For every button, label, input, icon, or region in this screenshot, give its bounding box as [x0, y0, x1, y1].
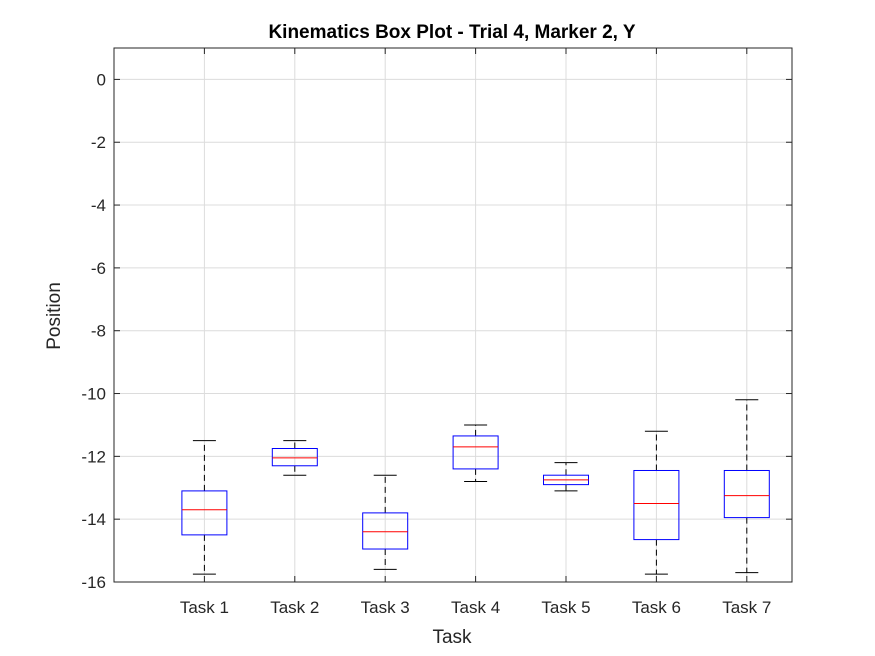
iqr-box [723, 469, 770, 519]
iqr-box [362, 512, 409, 550]
x-tick-label: Task 5 [541, 598, 590, 617]
plot-area-frame [113, 47, 793, 583]
y-tick-label: -2 [91, 133, 106, 152]
x-tick-label: Task 7 [722, 598, 771, 617]
y-tick-label: 0 [97, 70, 106, 89]
box-2 [271, 440, 318, 476]
x-tick-label: Task 4 [451, 598, 500, 617]
box-3 [362, 474, 409, 570]
iqr-box [181, 490, 228, 536]
axis-ticks: 0 -2 -4 -6 -8 -10 -12 -14 -16 Task 1 Task 2 Task 3 T… [81, 48, 792, 617]
box-1 [181, 440, 228, 575]
x-tick-label: Task 2 [270, 598, 319, 617]
iqr-box [452, 435, 499, 470]
box-6 [633, 430, 680, 575]
box-5 [543, 462, 589, 492]
y-tick-label: -16 [81, 573, 106, 592]
box-4 [452, 424, 499, 482]
y-tick-label: -10 [81, 385, 106, 404]
y-tick-label: -4 [91, 196, 106, 215]
x-tick-label: Task 3 [361, 598, 410, 617]
box-7 [723, 399, 770, 574]
y-tick-label: -14 [81, 510, 106, 529]
boxes [181, 399, 770, 575]
y-tick-label: -6 [91, 259, 106, 278]
iqr-box [271, 448, 318, 467]
y-tick-label: -8 [91, 322, 106, 341]
x-axis-label: Task [432, 627, 472, 648]
x-tick-label: Task 6 [632, 598, 681, 617]
chart-title: Kinematics Box Plot - Trial 4, Marker 2,… [268, 22, 635, 43]
y-axis-label: Position [44, 282, 65, 350]
grid [114, 48, 792, 583]
iqr-box [633, 469, 680, 541]
x-tick-label: Task 1 [180, 598, 229, 617]
y-tick-label: -12 [81, 447, 106, 466]
